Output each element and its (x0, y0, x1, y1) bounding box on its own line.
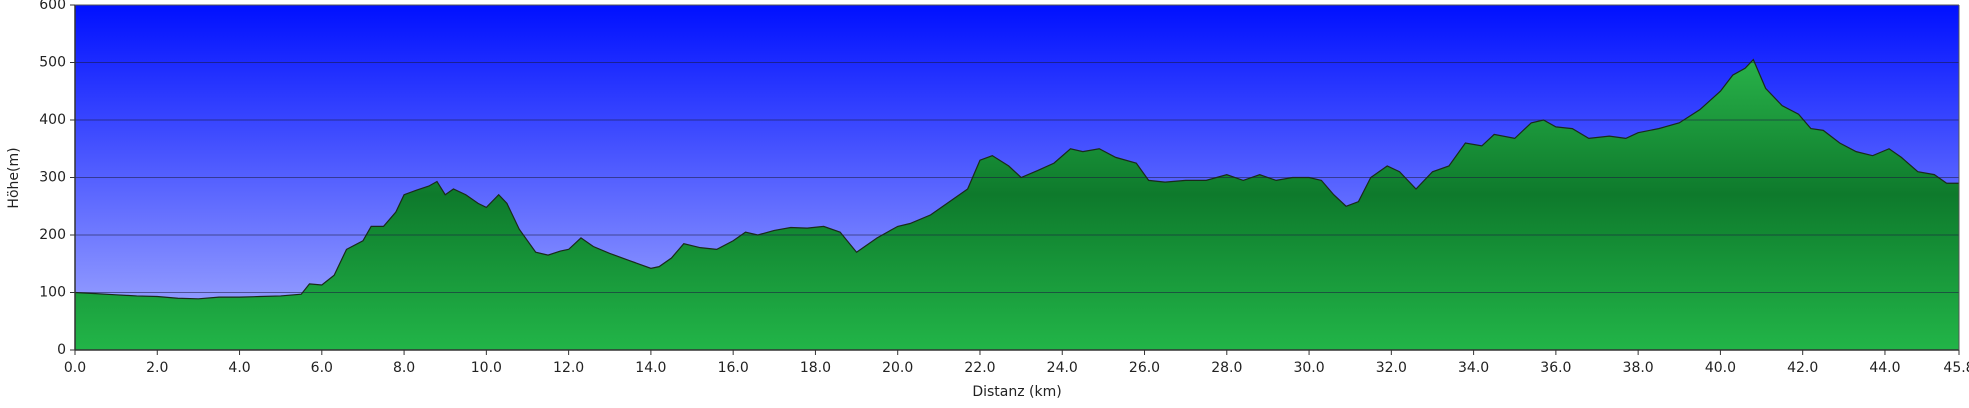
x-tick-label: 34.0 (1458, 360, 1489, 376)
x-tick-label: 10.0 (471, 360, 502, 376)
x-tick-label: 22.0 (964, 360, 995, 376)
x-tick-label: 0.0 (64, 360, 86, 376)
x-tick-label: 30.0 (1293, 360, 1324, 376)
y-tick-label: 200 (39, 227, 66, 243)
x-tick-label: 28.0 (1211, 360, 1242, 376)
x-tick-label: 16.0 (718, 360, 749, 376)
x-tick-label: 14.0 (635, 360, 666, 376)
x-tick-label: 12.0 (553, 360, 584, 376)
y-tick-label: 500 (39, 55, 66, 71)
y-tick-label: 600 (39, 0, 66, 13)
x-tick-label: 45.8 (1943, 360, 1969, 376)
x-tick-label: 26.0 (1129, 360, 1160, 376)
elevation-line (74, 58, 1959, 300)
y-axis-title: Höhe(m) (6, 147, 22, 208)
area-fill (75, 59, 1959, 350)
x-tick-label: 24.0 (1047, 360, 1078, 376)
x-tick-label: 44.0 (1869, 360, 1900, 376)
x-tick-label: 42.0 (1787, 360, 1818, 376)
x-tick-label: 32.0 (1376, 360, 1407, 376)
y-tick-label: 300 (39, 170, 66, 186)
x-tick-label: 36.0 (1540, 360, 1571, 376)
x-tick-label: 2.0 (146, 360, 168, 376)
x-axis-title: Distanz (km) (972, 384, 1061, 400)
x-tick-label: 6.0 (311, 360, 333, 376)
x-tick-label: 20.0 (882, 360, 913, 376)
x-tick-label: 4.0 (228, 360, 250, 376)
y-tick-label: 400 (39, 112, 66, 128)
y-tick-label: 0 (57, 342, 66, 358)
x-tick-label: 40.0 (1705, 360, 1736, 376)
x-tick-label: 38.0 (1623, 360, 1654, 376)
x-tick-label: 18.0 (800, 360, 831, 376)
x-tick-label: 8.0 (393, 360, 415, 376)
y-tick-label: 100 (39, 285, 66, 301)
